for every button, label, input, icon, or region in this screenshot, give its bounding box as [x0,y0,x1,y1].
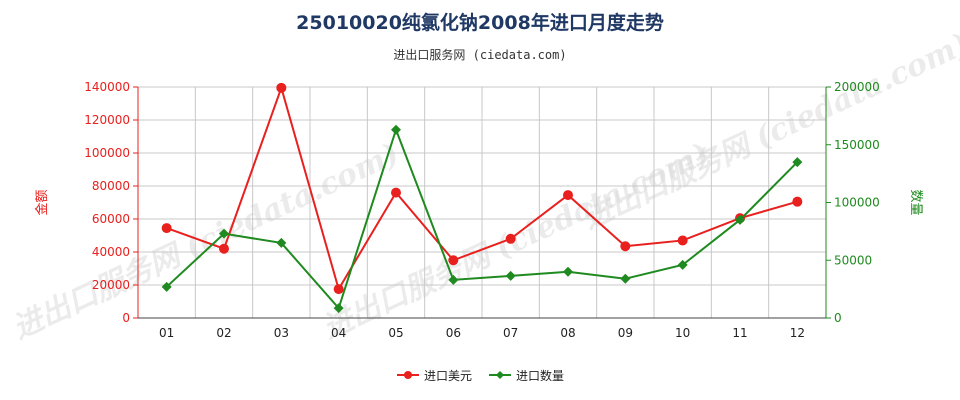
left-tick-label-1: 20000 [92,278,130,292]
left-axis-title: 金额 [34,189,50,215]
x-tick-label-04: 04 [331,326,346,340]
series-0-point-04 [333,284,344,295]
axes: 0 20000 40000 60000 80000 100000 120000 140000 0… [34,80,923,340]
series-0-point-03 [276,82,287,93]
left-tick-label-3: 60000 [92,212,130,226]
x-tick-label-11: 11 [732,326,747,340]
x-tick-label-05: 05 [388,326,403,340]
legend-label-0: 进口美元 [424,369,472,383]
series-1-point-02 [219,228,229,239]
series-0-point-08 [563,190,573,201]
series-0-point-02 [219,243,229,254]
right-tick-label-4: 200000 [834,80,880,94]
series-1-point-08 [563,266,573,277]
right-tick-label-3: 150000 [834,138,880,152]
series-0-point-01 [161,223,172,234]
right-tick-label-0: 0 [834,311,842,325]
series-1-point-05 [391,124,401,135]
x-tick-label-07: 07 [503,326,518,340]
right-tick-label-2: 100000 [834,196,880,210]
x-tick-label-03: 03 [274,326,289,340]
series-0-point-07 [505,233,516,244]
series-1-point-07 [505,270,516,281]
x-tick-label-10: 10 [675,326,690,340]
series-line-0 [166,84,798,292]
series-0-point-06 [448,255,459,266]
left-tick-label-7: 140000 [84,80,130,94]
left-tick-label-5: 100000 [84,146,130,160]
series-1-point-06 [448,274,459,285]
chart-subtitle: 进出口服务网 (ciedata.com) [393,48,567,62]
series-1-point-11 [735,214,745,225]
series-layer [161,82,803,314]
series-0-point-10 [677,235,688,246]
x-tick-label-12: 12 [790,326,805,340]
legend-marker-0 [404,371,412,379]
legend-label-1: 进口数量 [516,368,564,383]
left-tick-label-4: 80000 [92,179,130,193]
series-0-point-09 [620,241,631,252]
x-tick-label-09: 09 [618,326,633,340]
left-tick-label-2: 40000 [92,245,130,259]
x-tick-label-02: 02 [216,326,231,340]
series-0-point-12 [792,196,803,207]
x-tick-label-06: 06 [446,326,461,340]
series-1-point-10 [677,259,688,270]
legend: 进口美元 进口数量 [397,368,564,383]
series-0-point-05 [391,187,401,198]
right-axis-title: 数量 [908,189,923,215]
legend-marker-1 [496,371,504,379]
series-line-1 [165,126,799,311]
left-tick-label-0: 0 [122,311,130,325]
series-1-point-01 [161,281,172,292]
series-1-point-09 [620,273,631,284]
x-tick-label-01: 01 [159,326,174,340]
chart-title: 25010020纯氯化钠2008年进口月度走势 [296,12,664,34]
right-tick-label-1: 50000 [834,253,872,267]
grid-lines [137,86,827,318]
series-1-point-12 [792,157,803,168]
series-1-point-03 [276,237,287,248]
series-1-point-04 [333,303,344,314]
left-tick-label-6: 120000 [84,113,130,127]
x-tick-label-08: 08 [560,326,575,340]
